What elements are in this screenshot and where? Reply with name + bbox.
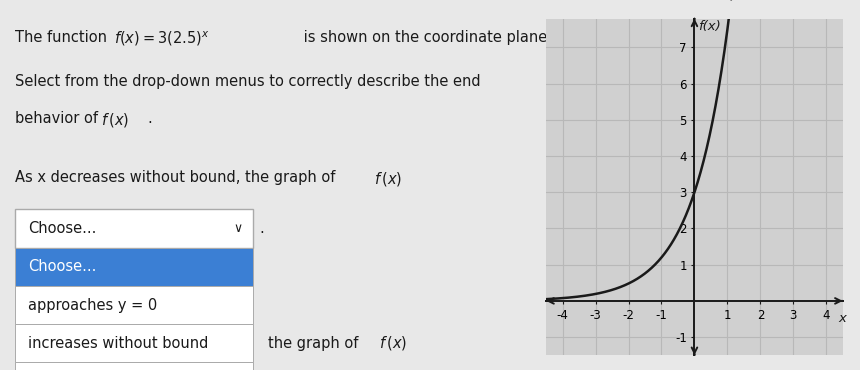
Text: $f\,(x)$: $f\,(x)$ — [374, 170, 402, 188]
Text: The function: The function — [15, 30, 112, 45]
Text: x: x — [838, 313, 845, 326]
Text: the graph of: the graph of — [268, 336, 363, 351]
FancyBboxPatch shape — [15, 362, 253, 370]
FancyBboxPatch shape — [15, 209, 253, 248]
Text: As x decreases without bound, the graph of: As x decreases without bound, the graph … — [15, 170, 341, 185]
Text: $f(x) = 3(2.5)^x$: $f(x) = 3(2.5)^x$ — [114, 30, 209, 48]
FancyBboxPatch shape — [15, 324, 253, 362]
FancyBboxPatch shape — [15, 286, 253, 324]
Text: $f\,(x)$: $f\,(x)$ — [379, 334, 408, 352]
Text: f(x): f(x) — [698, 20, 722, 33]
Text: ∨: ∨ — [234, 222, 243, 235]
Text: .: . — [259, 221, 264, 236]
Text: Select from the drop-down menus to correctly describe the end: Select from the drop-down menus to corre… — [15, 74, 481, 89]
FancyBboxPatch shape — [15, 248, 253, 286]
Text: is shown on the coordinate plane.: is shown on the coordinate plane. — [299, 30, 552, 45]
Text: behavior of: behavior of — [15, 111, 103, 126]
Text: approaches y = 0: approaches y = 0 — [28, 297, 157, 313]
Text: increases without bound: increases without bound — [28, 336, 209, 351]
Text: $f\,(x)$: $f\,(x)$ — [101, 111, 129, 129]
Text: Choose...: Choose... — [28, 259, 97, 275]
Text: .: . — [147, 111, 152, 126]
Text: Choose...: Choose... — [28, 221, 97, 236]
